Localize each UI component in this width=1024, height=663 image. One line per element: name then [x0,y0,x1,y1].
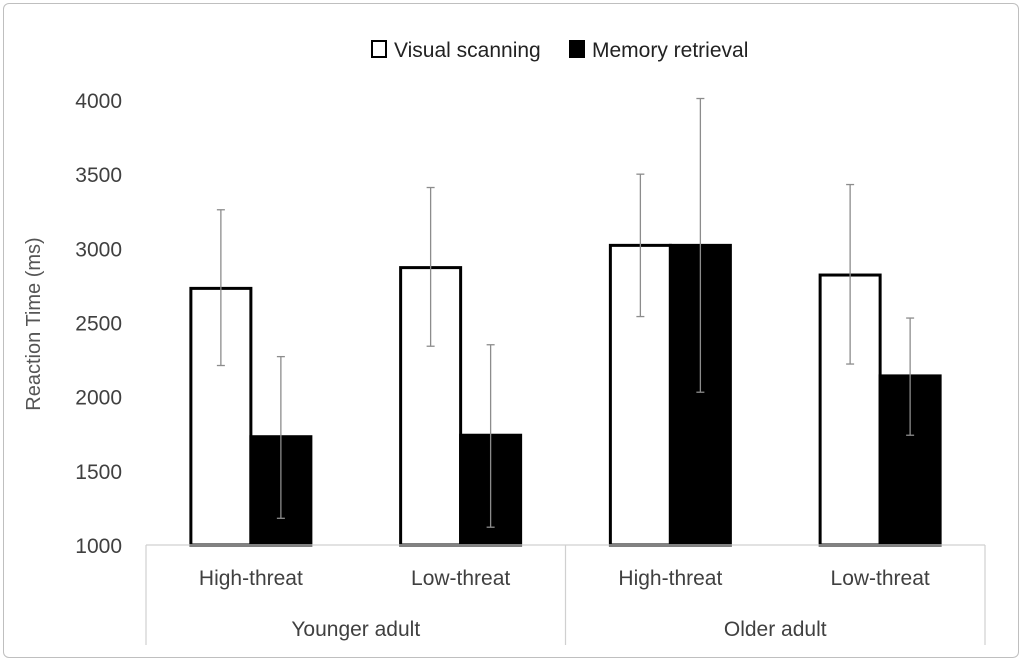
legend-swatch-visual-scanning [371,40,387,58]
legend-swatch-memory-retrieval [569,40,585,58]
y-axis-ticks: 1000 1500 2000 2500 3000 3500 4000 [75,90,122,558]
error-bar-memory-retrieval [906,317,915,436]
y-tick-label: 2000 [75,387,122,410]
legend: Visual scanning Memory retrieval [371,39,748,62]
error-bar-memory-retrieval [486,344,495,528]
y-tick-label: 2500 [75,313,122,336]
x-category-label: Low-threat [411,567,510,590]
legend-label-visual-scanning: Visual scanning [394,39,541,62]
y-tick-label: 1000 [75,535,122,558]
y-tick-label: 4000 [75,90,122,113]
x-category-label: Low-threat [831,567,930,590]
x-axis: High-threat Low-threat High-threat Low-thre… [145,544,986,645]
y-tick-label: 1500 [75,461,122,484]
y-tick-label: 3500 [75,164,122,187]
error-bar-memory-retrieval [276,355,285,519]
bar-visual-scanning [399,266,463,547]
y-tick-label: 3000 [75,238,122,261]
x-group-label: Younger adult [291,618,420,641]
error-bar-visual-scanning [216,209,225,367]
error-bar-memory-retrieval [696,97,705,393]
x-category-label: High-threat [199,567,303,590]
legend-label-memory-retrieval: Memory retrieval [592,39,748,62]
error-bar-visual-scanning [426,186,435,347]
x-category-label: High-threat [618,567,722,590]
error-bar-visual-scanning [636,173,645,318]
y-axis-title: Reaction Time (ms) [23,237,45,410]
x-group-label: Older adult [724,618,827,641]
error-bars [216,97,915,528]
bars [189,243,942,547]
error-bar-visual-scanning [846,183,855,365]
